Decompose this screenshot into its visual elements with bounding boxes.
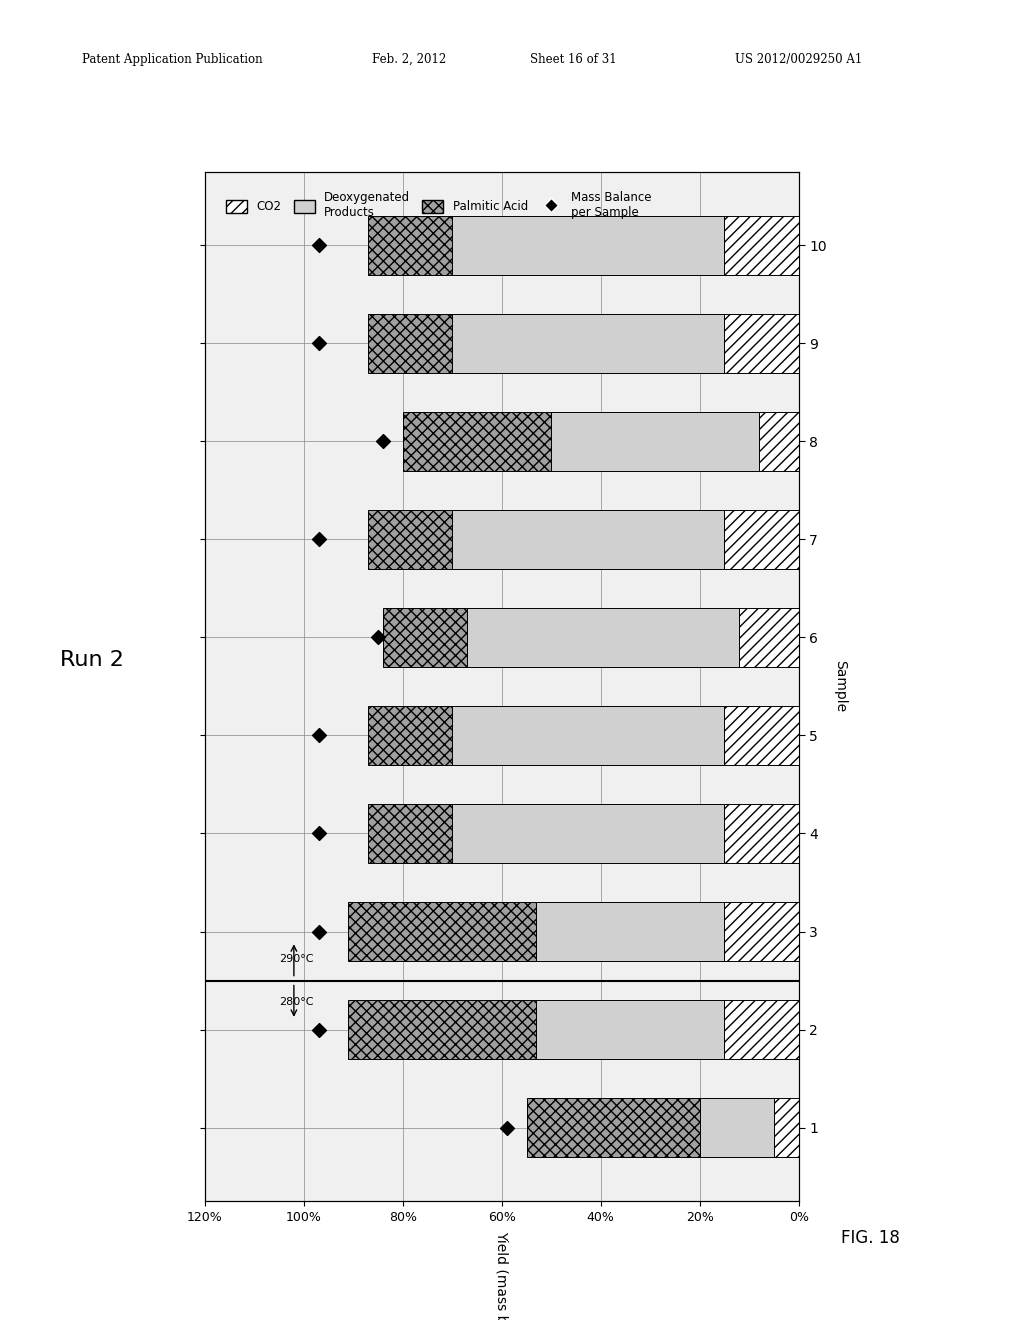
Mass Balance
per Sample <box>310 1019 327 1040</box>
Bar <box>725 1001 799 1059</box>
Bar <box>453 510 725 569</box>
Mass Balance
per Sample <box>310 921 327 942</box>
Bar <box>537 902 725 961</box>
Bar <box>725 510 799 569</box>
Mass Balance
per Sample <box>310 529 327 550</box>
Bar <box>453 215 725 275</box>
Bar <box>725 804 799 863</box>
Bar <box>453 804 725 863</box>
Mass Balance
per Sample <box>310 822 327 843</box>
Bar <box>725 314 799 372</box>
Mass Balance
per Sample <box>499 1117 515 1138</box>
Bar <box>699 1098 774 1158</box>
Bar <box>467 609 739 667</box>
Mass Balance
per Sample <box>375 430 391 451</box>
Text: FIG. 18: FIG. 18 <box>841 1229 900 1247</box>
Mass Balance
per Sample <box>370 627 386 648</box>
Bar <box>453 314 725 372</box>
Y-axis label: Sample: Sample <box>834 660 848 713</box>
Bar <box>368 706 453 764</box>
Bar <box>739 609 799 667</box>
Mass Balance
per Sample <box>310 235 327 256</box>
X-axis label: Yield (mass basis): Yield (mass basis) <box>495 1230 509 1320</box>
Bar <box>348 1001 537 1059</box>
Bar <box>368 804 453 863</box>
Bar <box>537 1001 725 1059</box>
Bar <box>526 1098 699 1158</box>
Bar <box>774 1098 799 1158</box>
Bar <box>368 510 453 569</box>
Bar <box>725 902 799 961</box>
Text: 280°C: 280°C <box>279 997 313 1007</box>
Bar <box>402 412 551 471</box>
Bar <box>725 706 799 764</box>
Legend: CO2, Deoxygenated
Products, Palmitic Acid, Mass Balance
per Sample: CO2, Deoxygenated Products, Palmitic Aci… <box>222 187 654 223</box>
Text: US 2012/0029250 A1: US 2012/0029250 A1 <box>735 53 862 66</box>
Bar <box>759 412 799 471</box>
Bar <box>551 412 759 471</box>
Mass Balance
per Sample <box>310 333 327 354</box>
Bar <box>383 609 467 667</box>
Mass Balance
per Sample <box>310 725 327 746</box>
Text: 290°C: 290°C <box>279 954 313 964</box>
Text: Run 2: Run 2 <box>60 649 124 671</box>
Text: Feb. 2, 2012: Feb. 2, 2012 <box>373 53 446 66</box>
Bar <box>725 215 799 275</box>
Bar <box>368 215 453 275</box>
Text: Sheet 16 of 31: Sheet 16 of 31 <box>530 53 616 66</box>
Text: Patent Application Publication: Patent Application Publication <box>82 53 262 66</box>
Bar <box>348 902 537 961</box>
Bar <box>453 706 725 764</box>
Bar <box>368 314 453 372</box>
